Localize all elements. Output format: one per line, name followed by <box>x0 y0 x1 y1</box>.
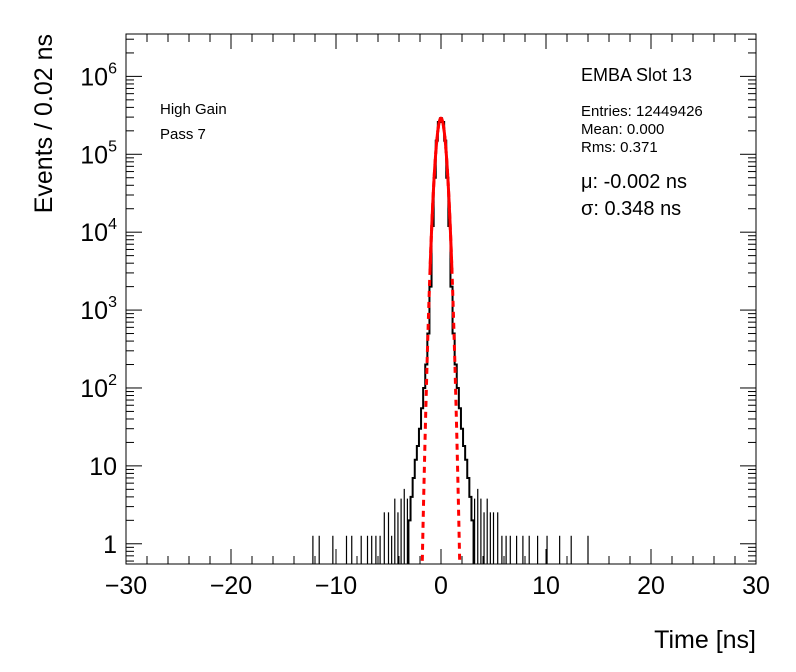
y-tick-label: 106 <box>80 60 117 91</box>
x-tick-label: 20 <box>637 572 665 600</box>
fit-curve <box>428 116 454 273</box>
x-axis-title: Time [ns] <box>654 626 756 654</box>
x-tick-label: −10 <box>315 572 357 600</box>
x-tick-label: 0 <box>434 572 448 600</box>
y-tick-label: 10 <box>89 453 117 481</box>
y-tick-label: 1 <box>103 531 117 559</box>
pass-label: Pass 7 <box>160 126 206 143</box>
axis-ticks <box>125 34 757 564</box>
entries-label: Entries: 12449426 <box>581 103 703 120</box>
sigma-label: σ: 0.348 ns <box>581 198 681 220</box>
x-tick-label: −30 <box>105 572 147 600</box>
y-tick-label: 102 <box>80 372 117 403</box>
gain-label: High Gain <box>160 101 227 118</box>
mean-label: Mean: 0.000 <box>581 121 664 138</box>
chart-title: EMBA Slot 13 <box>581 65 692 85</box>
mu-label: μ: -0.002 ns <box>581 171 687 193</box>
y-tick-label: 103 <box>80 294 117 325</box>
y-axis-title: Events / 0.02 ns <box>30 34 58 213</box>
y-tick-label: 105 <box>80 138 117 169</box>
histogram-core <box>407 117 475 564</box>
x-tick-label: 10 <box>532 572 560 600</box>
rms-label: Rms: 0.371 <box>581 139 658 156</box>
x-tick-label: 30 <box>742 572 770 600</box>
x-tick-label: −20 <box>210 572 252 600</box>
y-tick-label: 104 <box>80 216 117 247</box>
axis-labels: −30 −20 −10 0 10 20 30 1 10 102 103 104 105 106 <box>80 60 770 600</box>
data-marks <box>312 116 589 564</box>
